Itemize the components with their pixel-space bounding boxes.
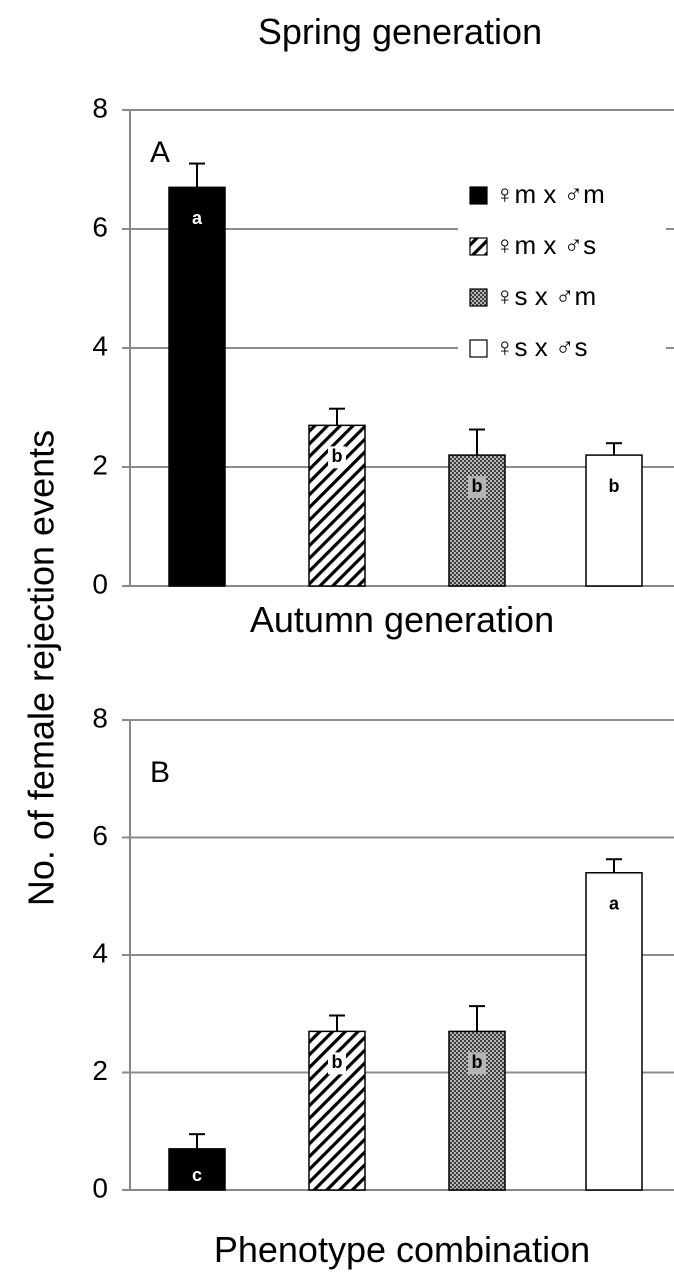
y-tick-label: 2	[92, 449, 108, 480]
significance-label: b	[332, 446, 343, 466]
significance-label-bg	[328, 1052, 346, 1075]
legend-swatch	[469, 288, 488, 307]
y-tick-label: 6	[92, 211, 108, 242]
legend-label: ♀m x ♂s	[495, 230, 596, 260]
bar	[448, 454, 506, 587]
bar	[168, 1148, 226, 1191]
panel-title: Autumn generation	[250, 599, 554, 640]
bar	[585, 454, 643, 587]
legend-label: ♀s x ♂s	[495, 332, 587, 362]
legend-swatch	[469, 237, 488, 256]
y-tick-label: 8	[92, 92, 108, 123]
legend-background	[458, 170, 666, 370]
panel-b: Autumn generation B 0 2 4 6 8 c b b a	[92, 599, 674, 1203]
significance-label-bg	[468, 1052, 486, 1075]
y-tick-label: 8	[92, 702, 108, 733]
significance-label-bg	[328, 446, 346, 469]
panel-letter: A	[150, 136, 170, 169]
panel-letter: B	[150, 756, 170, 789]
significance-label: b	[332, 1052, 343, 1072]
legend: ♀m x ♂m ♀m x ♂s ♀s x ♂m ♀s x ♂s	[458, 170, 666, 370]
bar	[585, 872, 643, 1191]
bar	[168, 186, 226, 587]
y-tick-label: 4	[92, 330, 108, 361]
y-tick-label: 0	[92, 568, 108, 599]
y-axis-label: No. of female rejection events	[21, 430, 62, 906]
significance-label: b	[472, 476, 483, 496]
significance-label: b	[472, 1052, 483, 1072]
y-tick-label: 6	[92, 820, 108, 851]
legend-swatch	[469, 186, 488, 205]
significance-label: a	[192, 208, 203, 228]
significance-label: a	[609, 894, 620, 914]
panel-title: Spring generation	[258, 11, 542, 52]
significance-label: c	[192, 1165, 202, 1185]
y-tick-label: 0	[92, 1172, 108, 1203]
legend-label: ♀m x ♂m	[495, 179, 605, 209]
legend-label: ♀s x ♂m	[495, 281, 596, 311]
y-tick-label: 4	[92, 937, 108, 968]
significance-label: b	[609, 476, 620, 496]
legend-swatch	[469, 339, 488, 358]
y-tick-label: 2	[92, 1055, 108, 1086]
x-axis-label: Phenotype combination	[214, 1229, 590, 1270]
significance-label-bg	[468, 476, 486, 499]
